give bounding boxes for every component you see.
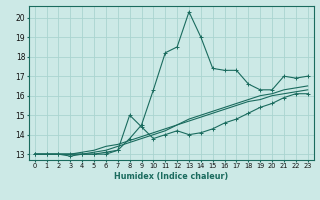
X-axis label: Humidex (Indice chaleur): Humidex (Indice chaleur) [114, 172, 228, 181]
